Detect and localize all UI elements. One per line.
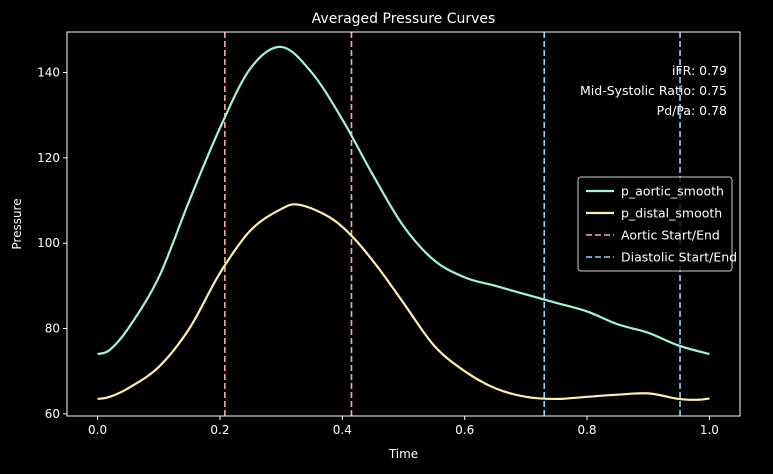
x-tick-label: 0.4 — [333, 423, 352, 437]
legend-label: Aortic Start/End — [621, 228, 720, 243]
legend-label: p_aortic_smooth — [621, 184, 724, 199]
metric-annotation: Pd/Pa: 0.78 — [657, 103, 727, 118]
y-tick-label: 80 — [45, 322, 60, 336]
legend-label: Diastolic Start/End — [621, 250, 737, 265]
x-axis: 0.0 0.2 0.4 0.6 0.8 1.0 — [88, 416, 719, 437]
annotations: iFR: 0.79 Mid-Systolic Ratio: 0.75 Pd/Pa: … — [580, 63, 727, 118]
legend-label: p_distal_smooth — [621, 206, 722, 221]
x-tick-label: 0.6 — [455, 423, 474, 437]
legend: p_aortic_smooth p_distal_smooth Aortic Sta… — [577, 176, 737, 272]
y-axis-label: Pressure — [10, 198, 24, 249]
plot-area — [66, 31, 741, 417]
y-axis: 60 80 100 120 140 — [37, 66, 67, 421]
y-tick-label: 100 — [37, 236, 60, 250]
x-axis-label: Time — [388, 447, 418, 461]
metric-annotation: Mid-Systolic Ratio: 0.75 — [580, 83, 727, 98]
x-tick-label: 1.0 — [700, 423, 719, 437]
metric-annotation: iFR: 0.79 — [672, 63, 727, 78]
x-tick-label: 0.8 — [577, 423, 596, 437]
x-tick-label: 0.0 — [88, 423, 107, 437]
y-tick-label: 60 — [45, 407, 60, 421]
aortic-pressure-line — [97, 45, 710, 356]
legend-box — [577, 176, 733, 272]
y-tick-label: 120 — [37, 151, 60, 165]
y-tick-label: 140 — [37, 66, 60, 80]
x-tick-label: 0.2 — [210, 423, 229, 437]
chart-title: Averaged Pressure Curves — [312, 11, 496, 27]
distal-pressure-line — [97, 203, 710, 401]
